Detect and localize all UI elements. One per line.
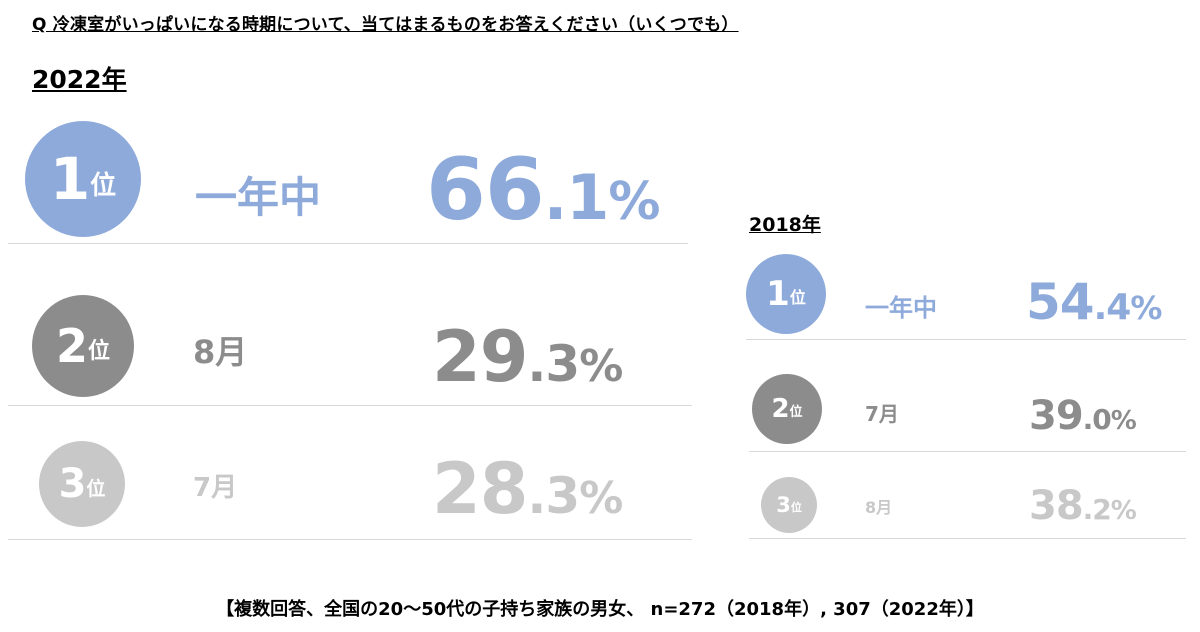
item-label-2018-1: 一年中: [865, 294, 937, 322]
rank-number: 2: [55, 319, 88, 373]
year-heading-2018: 2018年: [749, 214, 821, 236]
percentage-decimal: .2: [1082, 493, 1112, 526]
rank-number: 3: [58, 461, 87, 507]
rank-suffix: 位: [789, 404, 803, 420]
item-label-2022-1: 一年中: [195, 173, 322, 222]
percentage-integer: 28: [432, 448, 528, 530]
rank-number: 2: [771, 394, 790, 424]
rank-number: 3: [776, 492, 791, 517]
item-label-2022-2: 8月: [193, 333, 248, 371]
row-divider: [8, 539, 692, 540]
percentage-integer: 29: [432, 316, 528, 398]
percentage-unit: %: [608, 172, 660, 232]
percentage-decimal: .4: [1093, 287, 1132, 328]
percentage-integer: 54: [1026, 273, 1095, 331]
item-label-2018-3: 8月: [865, 498, 893, 517]
percentage-value-2022-2: 29.3%: [432, 316, 623, 398]
percentage-value-2018-2: 39.0%: [1029, 393, 1137, 439]
rank-suffix: 位: [790, 501, 802, 515]
row-divider: [8, 243, 688, 244]
percentage-integer: 38: [1029, 483, 1084, 529]
rank-suffix: 位: [789, 288, 806, 308]
percentage-unit: %: [579, 341, 623, 392]
percentage-integer: 39: [1029, 393, 1084, 439]
percentage-decimal: .0: [1082, 403, 1112, 436]
year-heading-2022: 2022年: [32, 65, 127, 94]
rank-suffix: 位: [90, 171, 117, 202]
percentage-value-2018-3: 38.2%: [1029, 483, 1137, 529]
percentage-unit: %: [1130, 289, 1162, 327]
rank-suffix: 位: [86, 477, 106, 500]
percentage-decimal: .3: [527, 335, 580, 393]
percentage-decimal: .1: [543, 161, 610, 234]
percentage-unit: %: [579, 473, 623, 524]
row-divider: [749, 538, 1186, 539]
percentage-unit: %: [1110, 406, 1137, 436]
rank-number: 1: [49, 145, 91, 213]
rank-number: 1: [766, 274, 790, 314]
percentage-value-2022-3: 28.3%: [432, 448, 623, 530]
percentage-decimal: .3: [527, 467, 580, 525]
question-text: Q 冷凍室がいっぱいになる時期について、当てはまるものをお答えください（いくつで…: [32, 15, 739, 35]
percentage-unit: %: [1110, 496, 1137, 526]
footer-note: 【複数回答、全国の20～50代の子持ち家族の男女、 n=272（2018年）, …: [216, 599, 984, 620]
rank-suffix: 位: [88, 338, 111, 364]
row-divider: [749, 451, 1186, 452]
item-label-2018-2: 7月: [865, 402, 899, 426]
percentage-integer: 66: [426, 140, 545, 240]
percentage-value-2018-1: 54.4%: [1026, 273, 1162, 331]
row-divider: [8, 405, 692, 406]
item-label-2022-3: 7月: [193, 473, 238, 503]
row-divider: [746, 339, 1186, 340]
percentage-value-2022-1: 66.1%: [426, 140, 661, 240]
